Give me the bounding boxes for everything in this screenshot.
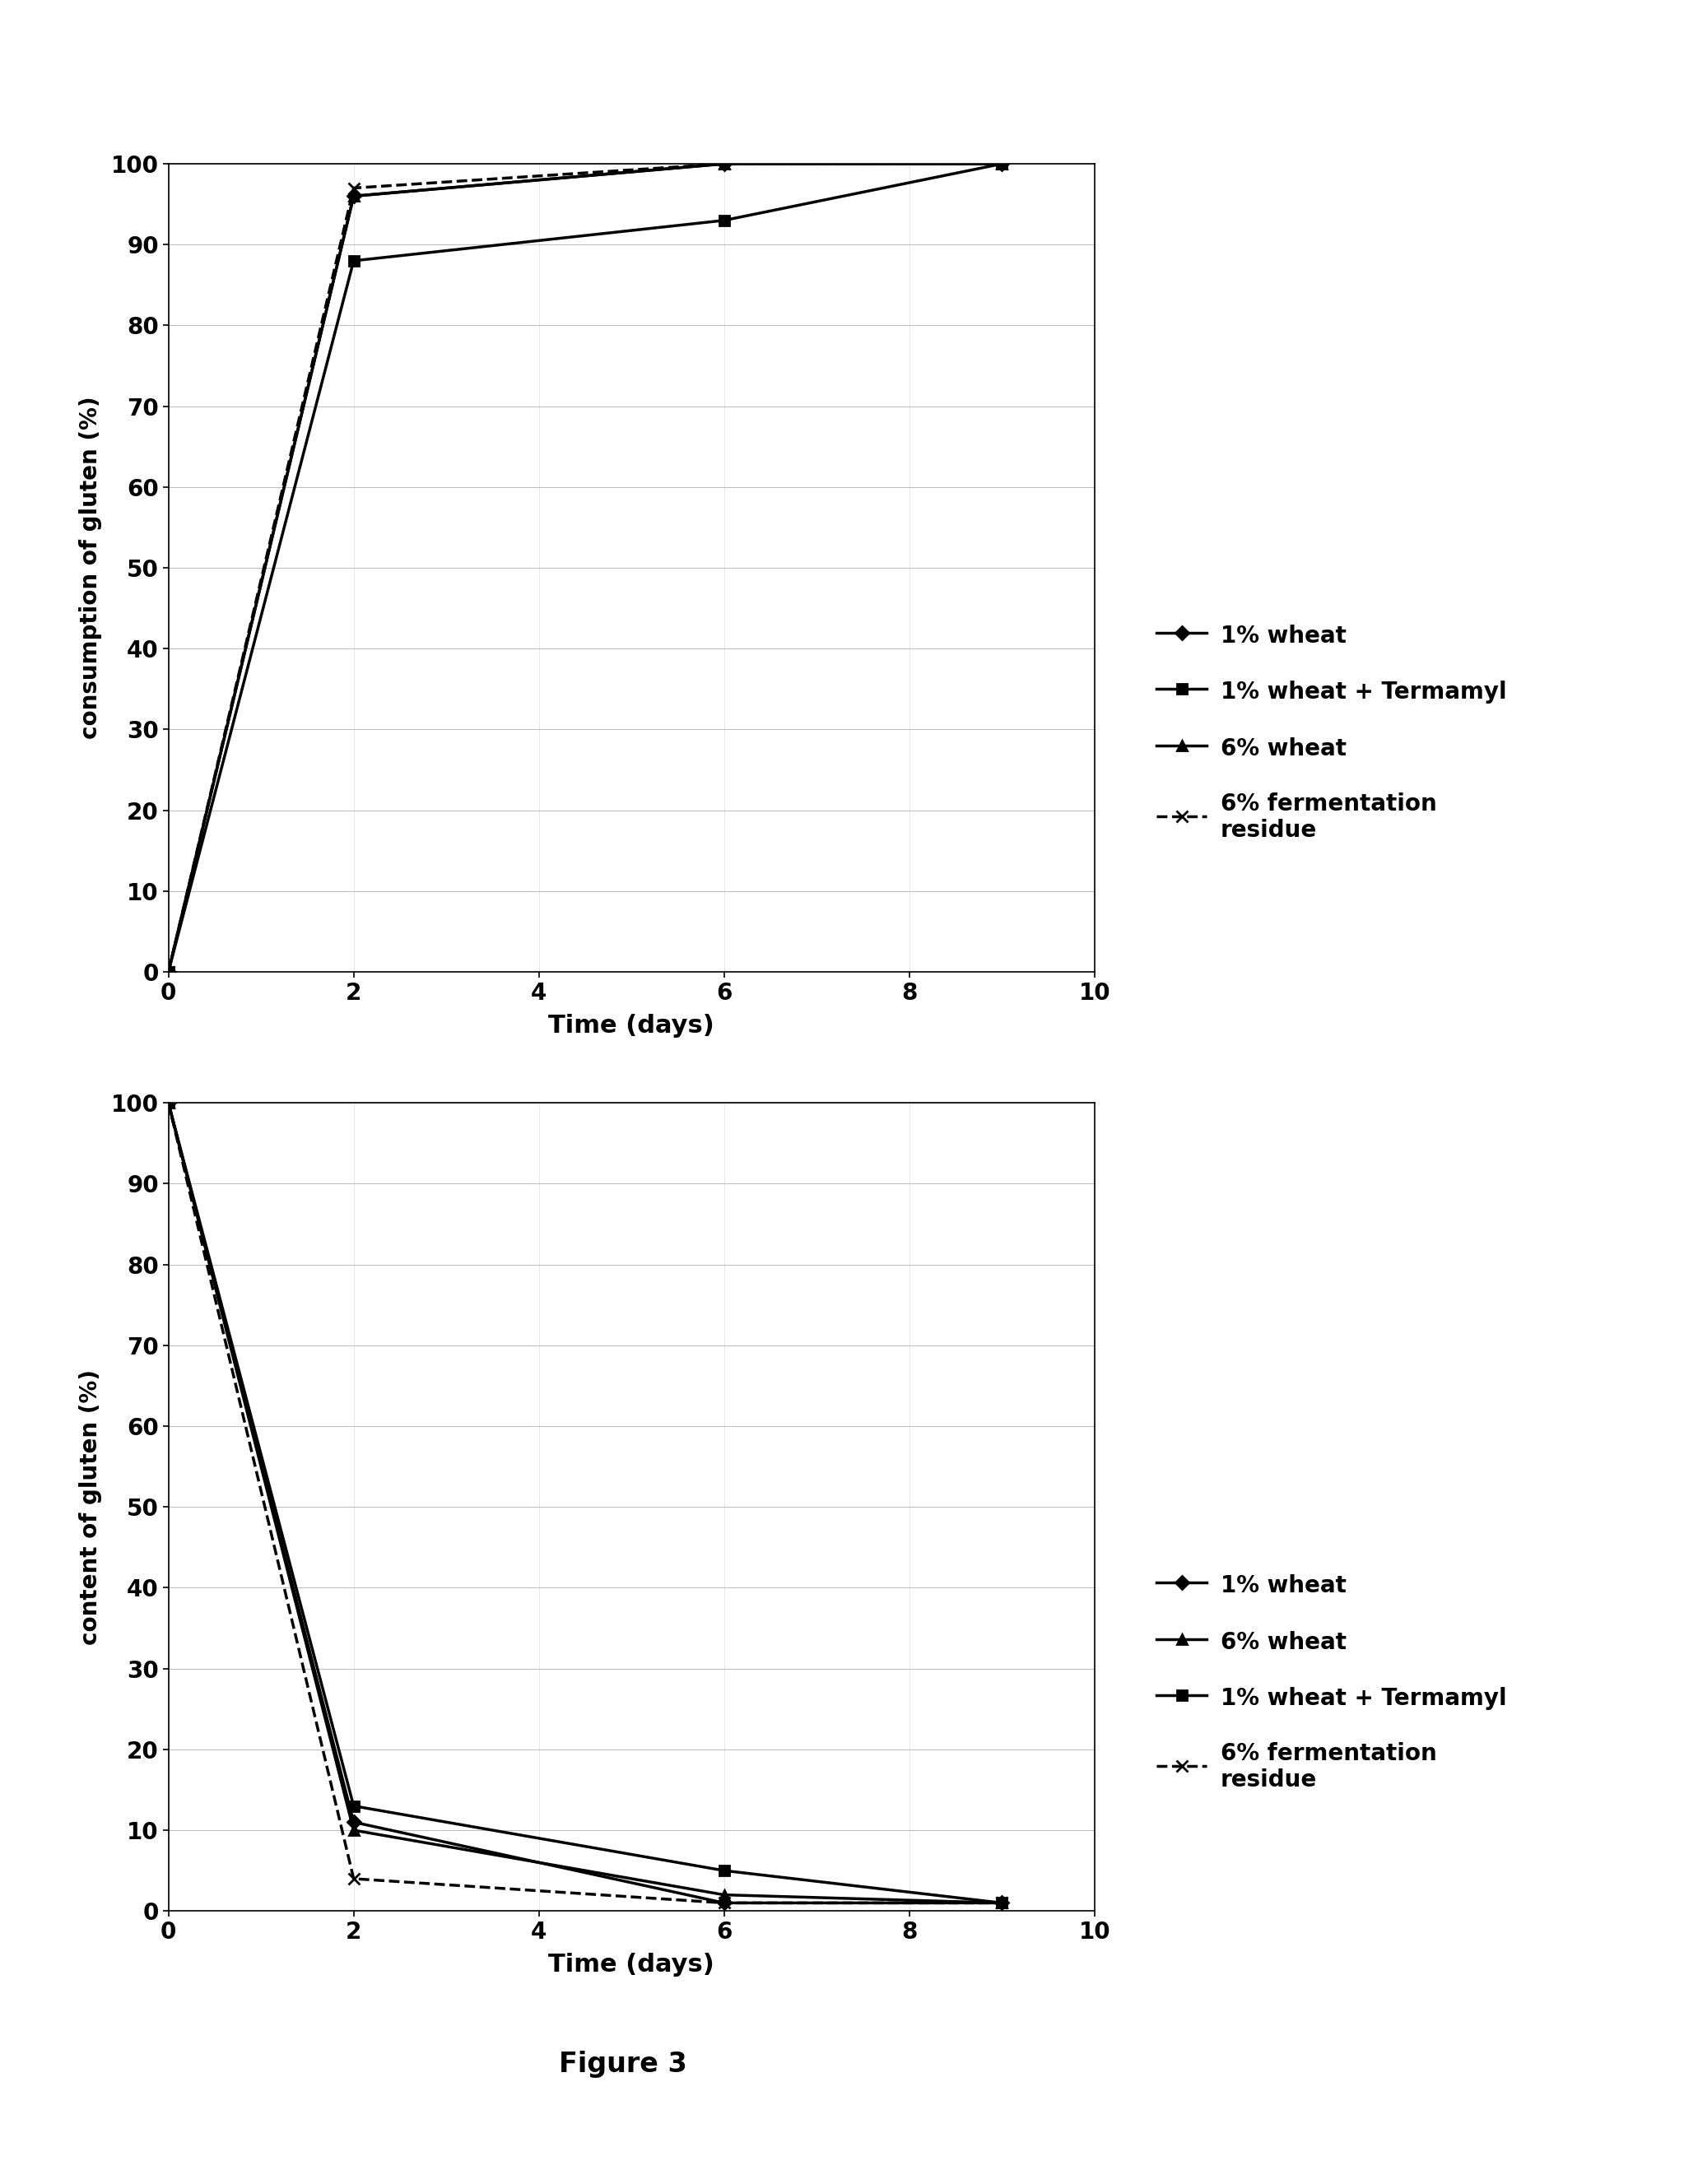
Text: Figure 3: Figure 3 [559,2051,687,2077]
Y-axis label: content of gluten (%): content of gluten (%) [79,1369,101,1645]
Y-axis label: consumption of gluten (%): consumption of gluten (%) [79,397,101,738]
X-axis label: Time (days): Time (days) [549,1952,714,1977]
X-axis label: Time (days): Time (days) [549,1013,714,1037]
Legend: 1% wheat, 1% wheat + Termamyl, 6% wheat, 6% fermentation
residue: 1% wheat, 1% wheat + Termamyl, 6% wheat,… [1157,622,1507,841]
Legend: 1% wheat, 6% wheat, 1% wheat + Termamyl, 6% fermentation
residue: 1% wheat, 6% wheat, 1% wheat + Termamyl,… [1157,1572,1507,1791]
